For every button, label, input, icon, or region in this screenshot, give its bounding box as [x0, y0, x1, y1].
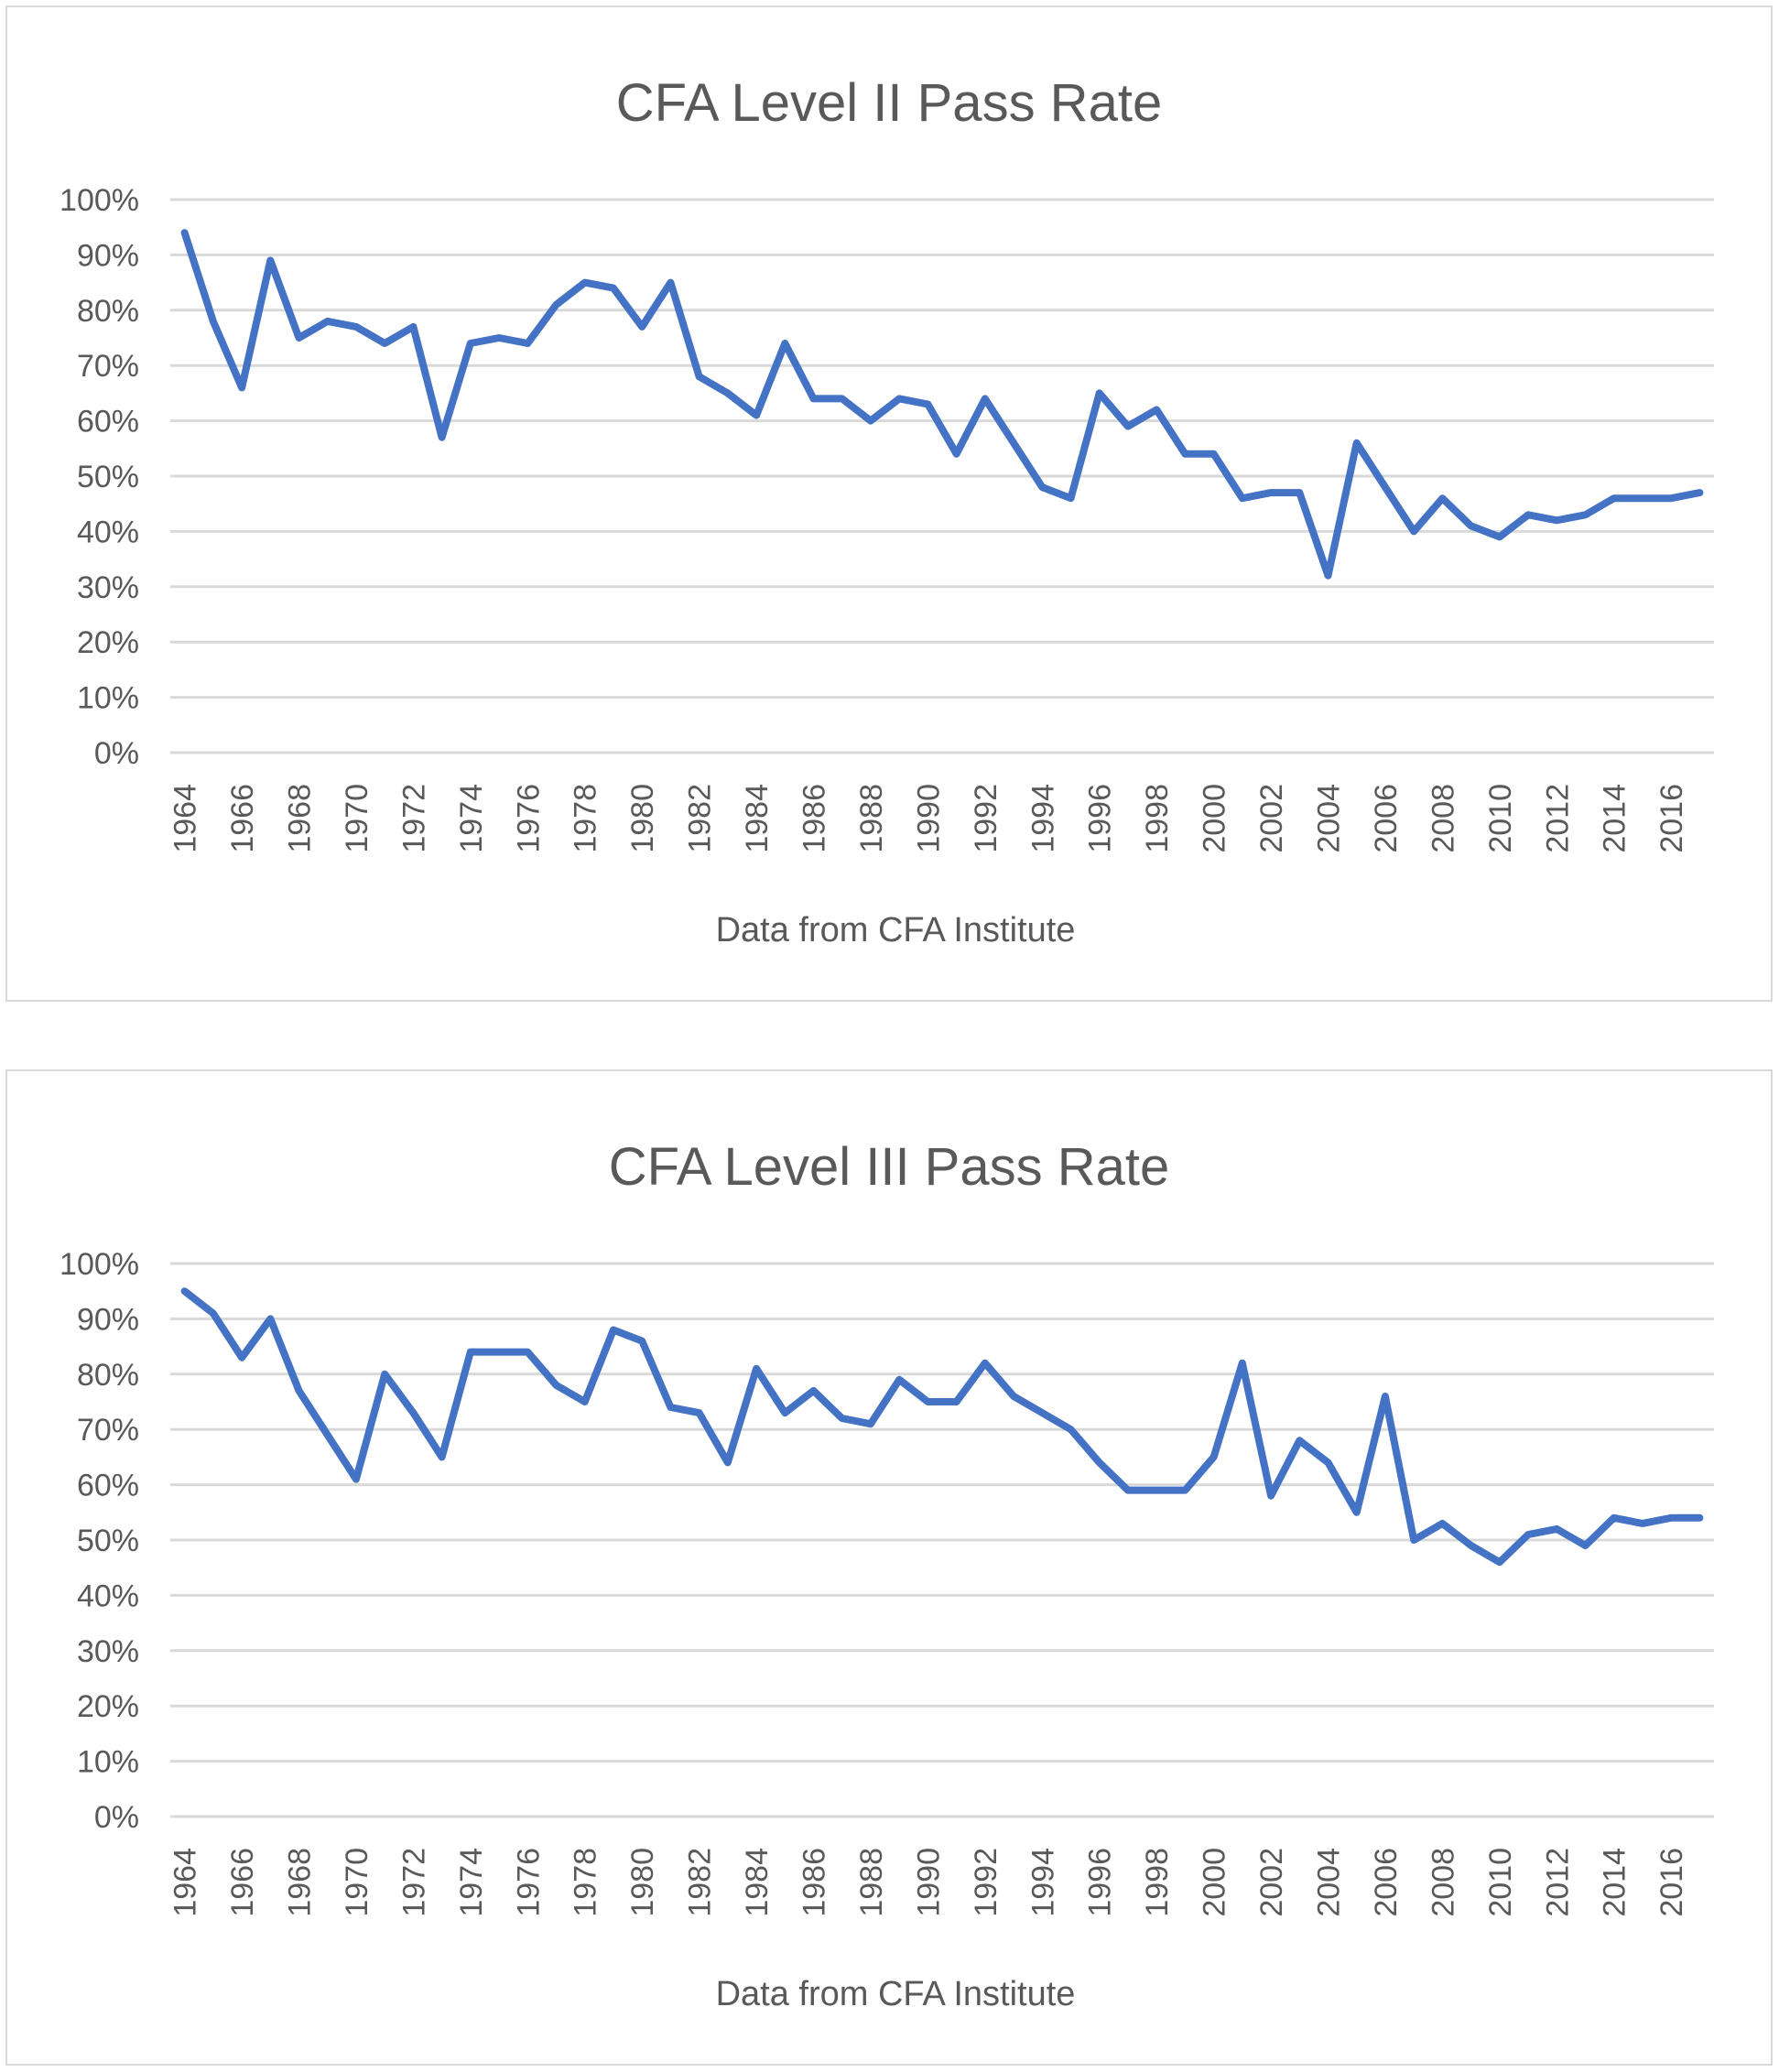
- y-axis-ticks: 0% 10% 20% 30% 40% 50% 60% 70% 80% 90% 100%: [60, 183, 139, 771]
- x-tick-label: 2008: [1426, 1848, 1460, 1917]
- x-tick-label: 1970: [340, 1848, 374, 1917]
- x-tick-label: 1992: [969, 784, 1003, 853]
- x-tick-label: 1974: [454, 1848, 489, 1917]
- y-tick-label: 60%: [77, 1469, 139, 1503]
- x-tick-label: 1972: [396, 1848, 431, 1917]
- x-tick-label: 2000: [1198, 1848, 1232, 1917]
- x-tick-label: 1978: [569, 784, 603, 853]
- x-tick-label: 2002: [1254, 1848, 1289, 1917]
- y-tick-label: 20%: [77, 625, 139, 660]
- x-tick-label: 2014: [1598, 784, 1633, 853]
- x-axis-ticks: 1964 1966 1968 1970 1972 1974 1976 1978 1980 1982…: [168, 784, 1690, 853]
- x-tick-label: 1980: [625, 784, 660, 853]
- x-axis-caption: Data from CFA Institute: [716, 911, 1076, 949]
- x-tick-label: 1974: [454, 784, 489, 853]
- x-tick-label: 2006: [1369, 784, 1404, 853]
- x-tick-label: 1998: [1140, 784, 1175, 853]
- x-tick-label: 2012: [1540, 784, 1575, 853]
- gridlines: [170, 198, 1714, 754]
- chart-title: CFA Level II Pass Rate: [616, 73, 1162, 133]
- y-tick-label: 40%: [77, 1578, 139, 1613]
- x-tick-label: 2014: [1598, 1848, 1633, 1917]
- y-tick-label: 60%: [77, 405, 139, 439]
- x-tick-label: 2006: [1369, 1848, 1404, 1917]
- x-tick-label: 1988: [854, 784, 889, 853]
- x-tick-label: 1984: [740, 1848, 775, 1917]
- chart-panel-level-iii: CFA Level III Pass Rate 0% 10% 20% 30% 40% 50…: [5, 1069, 1773, 2066]
- x-tick-label: 1972: [396, 784, 431, 853]
- y-tick-label: 0%: [94, 736, 139, 771]
- chart-panel-level-ii: CFA Level II Pass Rate 0% 10% 20% 30% 40% 50%…: [5, 5, 1773, 1002]
- y-tick-label: 70%: [77, 1413, 139, 1448]
- x-tick-label: 2012: [1540, 1848, 1575, 1917]
- x-tick-label: 1988: [854, 1848, 889, 1917]
- y-tick-label: 10%: [77, 1745, 139, 1780]
- y-tick-label: 0%: [94, 1800, 139, 1835]
- x-tick-label: 2004: [1312, 784, 1347, 853]
- x-tick-label: 1990: [911, 1848, 946, 1917]
- y-tick-label: 90%: [77, 238, 139, 273]
- x-tick-label: 1976: [511, 1848, 546, 1917]
- y-tick-label: 10%: [77, 681, 139, 716]
- x-tick-label: 1978: [569, 1848, 603, 1917]
- y-tick-label: 80%: [77, 1358, 139, 1393]
- x-tick-label: 2000: [1198, 784, 1232, 853]
- x-tick-label: 2004: [1312, 1848, 1347, 1917]
- x-tick-label: 1976: [511, 784, 546, 853]
- line-chart-level-ii: CFA Level II Pass Rate 0% 10% 20% 30% 40% 50%…: [60, 73, 1714, 949]
- x-tick-label: 1980: [625, 1848, 660, 1917]
- y-tick-label: 100%: [60, 183, 139, 218]
- y-tick-label: 90%: [77, 1302, 139, 1337]
- x-tick-label: 1996: [1083, 784, 1118, 853]
- x-tick-label: 2008: [1426, 784, 1460, 853]
- x-tick-label: 1964: [168, 784, 203, 853]
- x-tick-label: 1998: [1140, 1848, 1175, 1917]
- x-tick-label: 1966: [225, 1848, 260, 1917]
- y-tick-label: 20%: [77, 1689, 139, 1724]
- x-axis-caption: Data from CFA Institute: [716, 1975, 1076, 2013]
- x-tick-label: 2010: [1483, 1848, 1518, 1917]
- x-tick-label: 1992: [969, 1848, 1003, 1917]
- x-tick-label: 2016: [1654, 1848, 1689, 1917]
- x-tick-label: 2002: [1254, 784, 1289, 853]
- x-tick-label: 1964: [168, 1848, 203, 1917]
- y-axis-ticks: 0% 10% 20% 30% 40% 50% 60% 70% 80% 90% 100%: [60, 1247, 139, 1835]
- x-tick-label: 1984: [740, 784, 775, 853]
- y-tick-label: 30%: [77, 570, 139, 605]
- y-tick-label: 50%: [77, 1524, 139, 1558]
- gridlines: [170, 1262, 1714, 1818]
- y-tick-label: 40%: [77, 515, 139, 549]
- series-line: [180, 1287, 1704, 1567]
- series-line: [180, 229, 1704, 580]
- y-tick-label: 30%: [77, 1634, 139, 1669]
- y-tick-label: 70%: [77, 349, 139, 384]
- x-tick-label: 1994: [1025, 784, 1060, 853]
- x-tick-label: 1994: [1025, 1848, 1060, 1917]
- x-tick-label: 1986: [797, 784, 832, 853]
- x-tick-label: 1982: [683, 784, 718, 853]
- x-tick-label: 1970: [340, 784, 374, 853]
- x-tick-label: 2016: [1654, 784, 1689, 853]
- x-tick-label: 1966: [225, 784, 260, 853]
- x-axis-ticks: 1964 1966 1968 1970 1972 1974 1976 1978 1980 1982…: [168, 1848, 1690, 1917]
- x-tick-label: 1968: [283, 1848, 318, 1917]
- y-tick-label: 50%: [77, 460, 139, 494]
- y-tick-label: 100%: [60, 1247, 139, 1282]
- y-tick-label: 80%: [77, 294, 139, 329]
- x-tick-label: 1996: [1083, 1848, 1118, 1917]
- line-chart-level-iii: CFA Level III Pass Rate 0% 10% 20% 30% 40% 50…: [60, 1137, 1714, 2013]
- chart-title: CFA Level III Pass Rate: [609, 1137, 1170, 1197]
- x-tick-label: 1968: [283, 784, 318, 853]
- x-tick-label: 1982: [683, 1848, 718, 1917]
- x-tick-label: 1986: [797, 1848, 832, 1917]
- x-tick-label: 1990: [911, 784, 946, 853]
- x-tick-label: 2010: [1483, 784, 1518, 853]
